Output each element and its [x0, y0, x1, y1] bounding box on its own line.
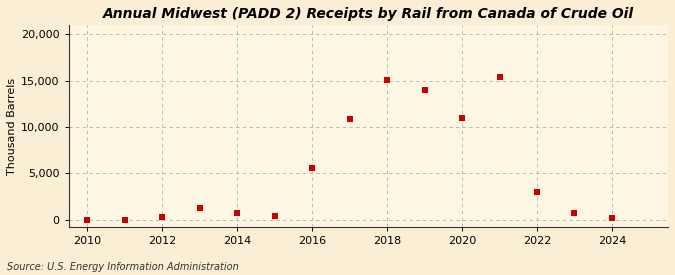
Point — [382, 77, 393, 82]
Point — [232, 211, 243, 215]
Title: Annual Midwest (PADD 2) Receipts by Rail from Canada of Crude Oil: Annual Midwest (PADD 2) Receipts by Rail… — [103, 7, 634, 21]
Point — [344, 116, 355, 121]
Point — [119, 218, 130, 222]
Point — [606, 216, 617, 220]
Point — [494, 75, 505, 79]
Point — [157, 214, 168, 219]
Point — [569, 210, 580, 215]
Point — [269, 214, 280, 219]
Point — [531, 189, 542, 194]
Y-axis label: Thousand Barrels: Thousand Barrels — [7, 77, 17, 175]
Point — [82, 218, 93, 222]
Point — [419, 88, 430, 92]
Text: Source: U.S. Energy Information Administration: Source: U.S. Energy Information Administ… — [7, 262, 238, 272]
Point — [457, 116, 468, 120]
Point — [307, 166, 318, 170]
Point — [194, 205, 205, 210]
